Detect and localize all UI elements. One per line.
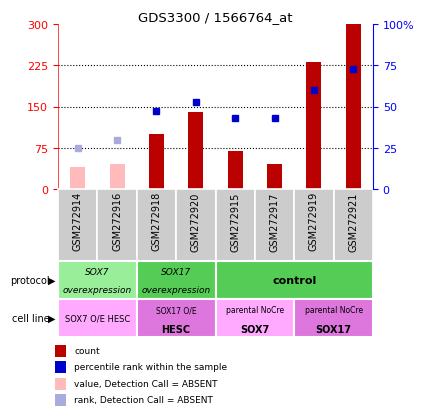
Bar: [346, 25, 361, 190]
Text: ▶: ▶: [48, 275, 56, 285]
Bar: [228, 151, 243, 190]
Text: HESC: HESC: [162, 324, 191, 334]
Text: SOX17: SOX17: [161, 268, 191, 276]
Bar: [97, 190, 137, 261]
Bar: [58, 261, 137, 299]
Bar: [110, 165, 125, 190]
Bar: [255, 190, 294, 261]
Text: GSM272920: GSM272920: [191, 192, 201, 251]
Text: parental NoCre: parental NoCre: [226, 305, 284, 314]
Bar: [176, 190, 215, 261]
Bar: [55, 377, 66, 389]
Bar: [149, 135, 164, 190]
Bar: [55, 361, 66, 373]
Bar: [294, 190, 334, 261]
Text: GSM272916: GSM272916: [112, 192, 122, 251]
Bar: [137, 299, 215, 337]
Text: control: control: [272, 275, 316, 285]
Bar: [137, 190, 176, 261]
Text: ▶: ▶: [48, 313, 56, 323]
Text: GSM272917: GSM272917: [269, 192, 280, 251]
Text: GSM272921: GSM272921: [348, 192, 358, 251]
Text: SOX17: SOX17: [316, 324, 351, 334]
Bar: [294, 299, 373, 337]
Text: overexpression: overexpression: [142, 285, 211, 294]
Text: value, Detection Call = ABSENT: value, Detection Call = ABSENT: [74, 379, 218, 388]
Text: cell line: cell line: [12, 313, 49, 323]
Text: GSM272918: GSM272918: [151, 192, 162, 251]
Text: rank, Detection Call = ABSENT: rank, Detection Call = ABSENT: [74, 396, 213, 404]
Bar: [137, 261, 215, 299]
Bar: [58, 190, 97, 261]
Text: GSM272919: GSM272919: [309, 192, 319, 251]
Bar: [70, 168, 85, 190]
Text: SOX17 O/E: SOX17 O/E: [156, 305, 196, 314]
Text: GSM272914: GSM272914: [73, 192, 83, 251]
Text: SOX7: SOX7: [240, 324, 269, 334]
Text: parental NoCre: parental NoCre: [305, 305, 363, 314]
Bar: [188, 113, 203, 190]
Bar: [215, 261, 373, 299]
Bar: [55, 394, 66, 406]
Bar: [215, 299, 294, 337]
Text: SOX7 O/E HESC: SOX7 O/E HESC: [65, 314, 130, 323]
Bar: [58, 299, 137, 337]
Text: GSM272915: GSM272915: [230, 192, 240, 251]
Bar: [306, 63, 321, 190]
Text: count: count: [74, 346, 100, 355]
Bar: [267, 165, 282, 190]
Text: overexpression: overexpression: [63, 285, 132, 294]
Title: GDS3300 / 1566764_at: GDS3300 / 1566764_at: [138, 11, 293, 24]
Bar: [215, 190, 255, 261]
Text: SOX7: SOX7: [85, 268, 110, 276]
Bar: [334, 190, 373, 261]
Text: protocol: protocol: [10, 275, 49, 285]
Bar: [55, 345, 66, 357]
Text: percentile rank within the sample: percentile rank within the sample: [74, 363, 227, 372]
